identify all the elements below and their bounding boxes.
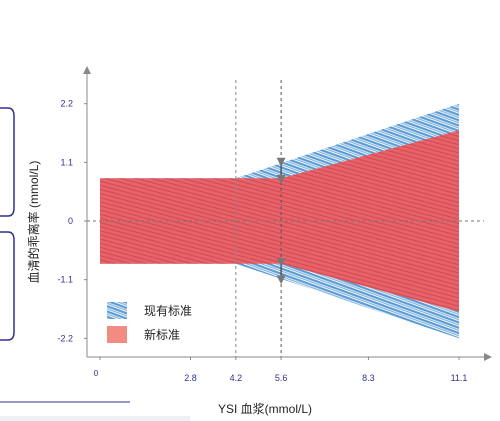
y-axis-title: 血清的乖离率 (mmol/L) xyxy=(26,161,41,284)
legend-swatch-new xyxy=(107,326,127,343)
y-tick-label: 0 xyxy=(68,216,73,226)
left-bracket-bottom xyxy=(0,231,15,341)
x-tick-label: 0 xyxy=(94,369,99,378)
x-tick-label: 2.8 xyxy=(184,373,197,383)
left-bracket-top xyxy=(0,107,15,217)
x-axis-arrow xyxy=(484,353,492,361)
bottom-panel xyxy=(0,416,190,421)
y-tick-label: 2.2 xyxy=(60,99,73,109)
y-tick-label: -2.2 xyxy=(57,333,73,343)
x-tick-label: 4.2 xyxy=(230,373,243,383)
x-tick-label: 8.3 xyxy=(362,373,375,383)
legend-label-new: 新标准 xyxy=(144,327,180,342)
x-axis-title: YSI 血浆(mmol/L) xyxy=(218,401,312,416)
x-tick-label: 11.1 xyxy=(451,373,468,383)
legend-swatch-existing xyxy=(107,302,127,319)
y-tick-label: 1.1 xyxy=(60,157,73,167)
legend-label-existing: 现有标准 xyxy=(144,304,192,318)
y-axis-arrow xyxy=(83,66,91,74)
x-tick-label: 5.6 xyxy=(275,373,288,383)
y-tick-label: -1.1 xyxy=(57,275,73,285)
